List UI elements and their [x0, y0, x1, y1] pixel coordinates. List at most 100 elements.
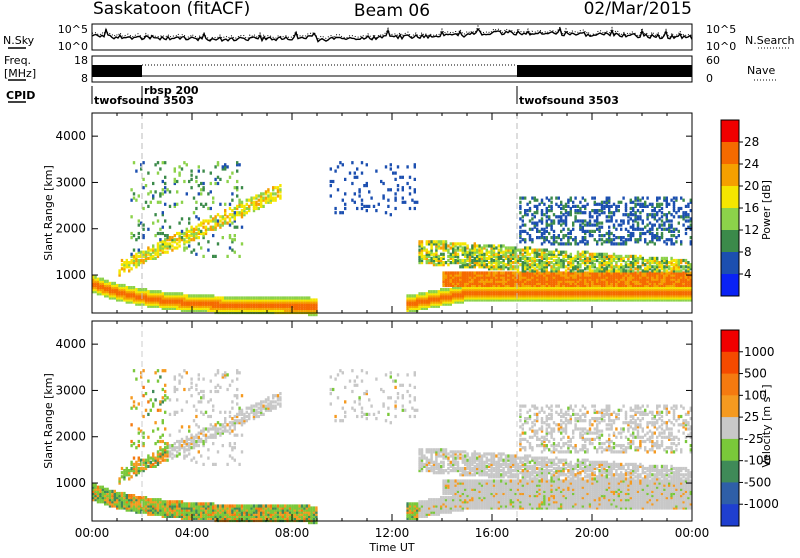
power-cell	[516, 296, 520, 300]
power-cell	[425, 250, 428, 254]
power-cell	[507, 286, 510, 290]
power-cell	[514, 267, 517, 271]
power-cell	[651, 290, 654, 294]
power-cell	[413, 188, 416, 192]
power-cell	[183, 238, 186, 242]
power-cell	[646, 294, 649, 298]
power-cell	[490, 267, 493, 271]
power-cell	[99, 283, 102, 288]
power-cell	[641, 290, 644, 294]
power-cell	[588, 286, 592, 290]
power-cell	[128, 265, 131, 269]
power-cell	[684, 281, 688, 285]
power-cell	[660, 277, 664, 281]
power-cell	[202, 181, 205, 186]
power-cell	[173, 300, 176, 304]
power-cell	[192, 248, 196, 252]
power-cell	[524, 273, 527, 277]
power-cell	[492, 298, 496, 302]
power-cell	[557, 256, 560, 260]
velocity-cell	[132, 400, 136, 404]
power-cell	[428, 250, 431, 254]
power-cell	[574, 290, 577, 294]
power-cell	[466, 279, 469, 283]
power-cell	[646, 269, 649, 273]
power-cell	[552, 265, 556, 269]
power-cell	[504, 252, 508, 256]
power-cell	[634, 273, 637, 277]
power-cell	[574, 256, 577, 260]
power-cell	[473, 273, 476, 277]
velocity-cell	[96, 489, 100, 493]
power-cell	[504, 286, 508, 290]
power-cell	[569, 275, 572, 279]
power-cell	[600, 209, 604, 213]
power-cell	[584, 279, 587, 283]
power-cell	[588, 231, 592, 236]
power-cell	[300, 298, 304, 302]
power-cell	[567, 279, 570, 283]
power-cell	[605, 286, 608, 290]
power-cell	[514, 258, 517, 263]
velocity-cell	[152, 506, 155, 510]
power-cell	[197, 296, 200, 300]
power-cell	[461, 273, 464, 277]
power-cell	[665, 196, 668, 200]
power-cell	[658, 277, 661, 281]
power-cell	[560, 223, 563, 227]
power-cell	[197, 192, 200, 196]
power-cell	[615, 204, 618, 208]
power-cell	[533, 258, 536, 263]
power-cell	[519, 252, 522, 256]
power-cell	[447, 294, 450, 298]
power-cell	[454, 242, 457, 246]
power-cell	[639, 273, 642, 277]
power-cell	[483, 294, 486, 298]
power-cell	[298, 296, 301, 300]
power-cell	[538, 279, 541, 283]
power-cell	[672, 298, 676, 302]
power-cell	[428, 252, 431, 256]
power-cell	[641, 283, 644, 288]
power-cell	[622, 196, 625, 200]
velocity-cell	[132, 471, 136, 475]
power-cell	[550, 242, 553, 246]
power-cell	[636, 209, 640, 213]
velocity-cell	[125, 471, 128, 475]
power-cell	[684, 258, 688, 263]
power-cell	[483, 261, 486, 265]
power-cell	[483, 258, 486, 263]
power-cell	[641, 286, 644, 290]
power-cell	[430, 246, 433, 250]
power-cell	[492, 281, 496, 285]
power-cell	[219, 306, 222, 310]
power-cell	[240, 186, 244, 190]
power-cell	[442, 252, 445, 256]
power-cell	[92, 275, 95, 279]
power-cell	[500, 273, 503, 277]
power-cell	[492, 288, 496, 292]
power-cell	[656, 286, 659, 290]
power-cell	[168, 225, 172, 229]
power-cell	[581, 269, 584, 273]
nave-tick-top: 60	[706, 54, 720, 67]
power-cell	[116, 296, 119, 300]
power-cell	[192, 231, 196, 236]
power-cell	[646, 242, 649, 246]
power-cell	[104, 286, 107, 290]
power-cell	[456, 261, 460, 265]
power-cell	[221, 215, 224, 219]
power-cell	[656, 283, 659, 288]
power-cell	[605, 298, 608, 302]
velocity-cell	[159, 502, 162, 506]
power-cell	[593, 283, 596, 288]
power-cell	[305, 308, 308, 312]
power-cell	[485, 279, 488, 283]
power-cell	[502, 298, 505, 302]
power-cell	[574, 240, 577, 244]
power-cell	[454, 286, 457, 290]
power-cell	[687, 202, 690, 206]
power-cell	[135, 263, 138, 267]
power-cell	[680, 206, 683, 211]
power-cell	[552, 288, 556, 292]
